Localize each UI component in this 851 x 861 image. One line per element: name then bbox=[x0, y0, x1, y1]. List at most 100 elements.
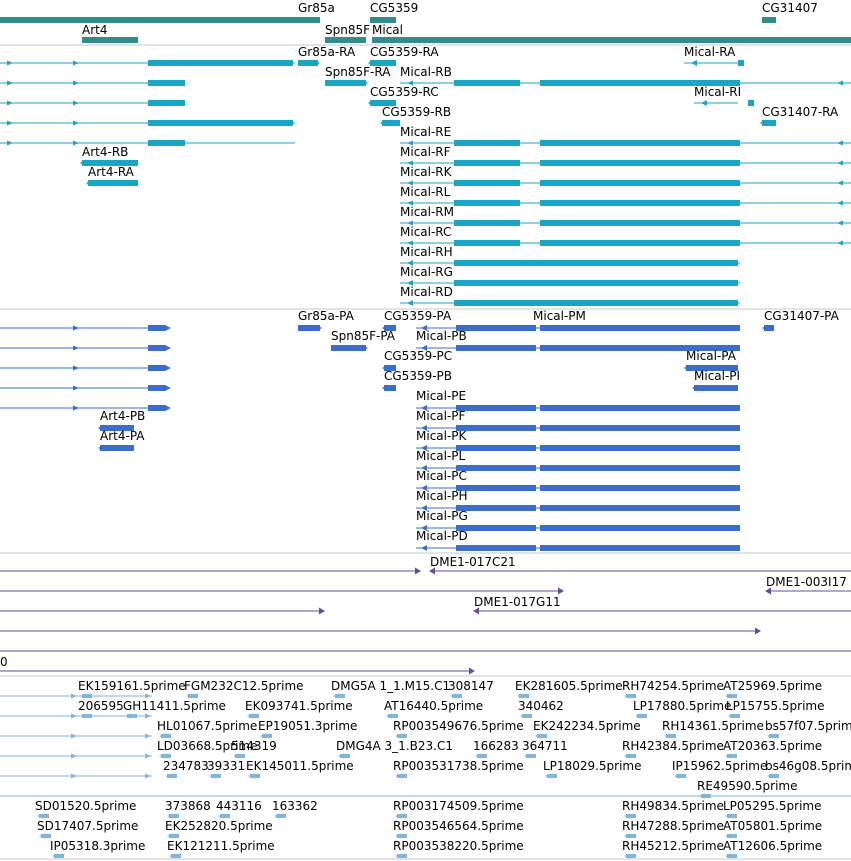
protein-feature[interactable]: Art4-PB bbox=[98, 409, 145, 432]
gene-feature[interactable]: CG5359 bbox=[370, 1, 418, 23]
gene-bar[interactable] bbox=[372, 37, 851, 43]
est-feature[interactable]: SD17407.5prime bbox=[37, 819, 138, 839]
est-feature[interactable]: RH45212.5prime bbox=[622, 839, 724, 859]
gene-feature[interactable]: Art4 bbox=[82, 23, 138, 43]
gene-bar[interactable] bbox=[370, 17, 396, 23]
protein-feature[interactable]: Spn85F-PA bbox=[331, 329, 396, 352]
transcript-feature[interactable]: Mical-RC bbox=[400, 225, 851, 246]
est-feature[interactable]: LD03668.5prime bbox=[157, 739, 258, 759]
protein-feature[interactable]: Mical-PI bbox=[692, 369, 740, 392]
transcript-feature[interactable]: Spn85F-RA bbox=[325, 65, 391, 87]
est-feature[interactable]: DMG4A 3_1.B23.C1 bbox=[336, 739, 453, 759]
transcript-line[interactable] bbox=[0, 120, 295, 126]
est-feature[interactable]: 308147 bbox=[448, 679, 494, 699]
est-feature[interactable]: AT16440.5prime bbox=[384, 699, 483, 719]
est-feature[interactable]: 364711 bbox=[522, 739, 568, 759]
protein-feature[interactable]: Mical-PE bbox=[416, 389, 740, 411]
clone-feature[interactable]: DME1-017C21 bbox=[429, 555, 851, 575]
est-feature[interactable]: RH49834.5prime bbox=[622, 799, 724, 819]
est-feature[interactable]: bs46g08.5prime bbox=[765, 759, 851, 779]
est-feature[interactable]: HL01067.5prime bbox=[157, 719, 257, 739]
transcript-feature[interactable]: Mical-RL bbox=[400, 185, 851, 206]
est-feature[interactable]: EK252820.5prime bbox=[165, 819, 273, 839]
protein-feature[interactable]: Gr85a-PA bbox=[298, 309, 355, 332]
clone-feature[interactable]: 0 bbox=[0, 650, 851, 669]
protein-feature[interactable]: CG5359-PB bbox=[382, 369, 452, 392]
transcript-feature[interactable]: CG5359-RC bbox=[368, 85, 439, 107]
protein-line[interactable] bbox=[0, 345, 171, 351]
est-feature[interactable]: RE49590.5prime bbox=[697, 779, 798, 799]
transcript-feature[interactable]: CG5359-RB bbox=[380, 105, 451, 127]
est-feature[interactable]: 340462 bbox=[518, 699, 564, 719]
protein-line[interactable] bbox=[0, 405, 171, 411]
transcript-feature[interactable]: Gr85a-RA bbox=[298, 45, 356, 67]
protein-feature[interactable]: CG5359-PA bbox=[382, 309, 452, 332]
protein-line[interactable] bbox=[0, 385, 171, 391]
gene-bar[interactable] bbox=[325, 37, 366, 43]
est-feature[interactable]: EK242234.5prime bbox=[533, 719, 641, 739]
est-feature[interactable]: IP15962.5prime bbox=[672, 759, 767, 779]
est-line[interactable] bbox=[0, 753, 152, 759]
transcript-feature[interactable]: CG5359-RA bbox=[368, 45, 439, 67]
transcript-feature[interactable]: Mical-RA bbox=[684, 45, 744, 66]
transcript-feature[interactable]: Mical-RE bbox=[400, 125, 851, 146]
est-feature[interactable]: AT20363.5prime bbox=[723, 739, 822, 759]
protein-feature[interactable]: Mical-PG bbox=[416, 509, 740, 531]
transcript-feature[interactable]: Mical-RI bbox=[694, 85, 754, 106]
est-feature[interactable]: AT12606.5prime bbox=[723, 839, 822, 859]
transcript-feature[interactable]: Mical-RM bbox=[400, 205, 851, 226]
est-feature[interactable]: AT25969.5prime bbox=[723, 679, 822, 699]
gene-feature[interactable]: Mical bbox=[372, 23, 851, 43]
est-feature[interactable]: 166283 bbox=[473, 739, 519, 759]
protein-feature[interactable]: Mical-PD bbox=[416, 529, 740, 551]
transcript-line[interactable] bbox=[0, 100, 185, 106]
transcript-feature[interactable]: Mical-RH bbox=[400, 245, 740, 266]
gene-feature[interactable]: Gr85a bbox=[0, 1, 335, 23]
est-feature[interactable]: DMG5A 1_1.M15.C1 bbox=[331, 679, 450, 699]
est-feature[interactable]: FGM232C12.5prime bbox=[184, 679, 304, 699]
protein-feature[interactable]: Mical-PC bbox=[416, 469, 740, 491]
est-feature[interactable]: SD01520.5prime bbox=[35, 799, 136, 819]
est-feature[interactable]: RP003549676.5prime bbox=[393, 719, 524, 739]
transcript-line[interactable] bbox=[0, 140, 295, 146]
protein-feature[interactable]: Mical-PK bbox=[416, 429, 740, 451]
protein-feature[interactable]: Mical-PM bbox=[416, 309, 740, 331]
est-feature[interactable]: GH11411.5prime bbox=[123, 699, 226, 719]
clone-line[interactable] bbox=[0, 587, 564, 595]
est-feature[interactable]: RP003531738.5prime bbox=[393, 759, 524, 779]
est-feature[interactable]: LP17880.5prime bbox=[633, 699, 732, 719]
est-line[interactable] bbox=[0, 693, 152, 699]
gene-feature[interactable]: CG31407 bbox=[762, 1, 818, 23]
est-feature[interactable]: RH14361.5prime bbox=[662, 719, 764, 739]
est-line[interactable] bbox=[0, 733, 152, 739]
protein-feature[interactable]: Mical-PA bbox=[684, 349, 738, 372]
gene-bar[interactable] bbox=[762, 17, 776, 23]
est-feature[interactable]: 39331 bbox=[207, 759, 245, 779]
protein-feature[interactable]: Mical-PH bbox=[416, 489, 740, 511]
transcript-feature[interactable]: Mical-RB bbox=[400, 65, 851, 86]
transcript-feature[interactable]: CG31407-RA bbox=[760, 105, 839, 127]
est-feature[interactable]: 373868 bbox=[165, 799, 211, 819]
clone-line[interactable] bbox=[0, 627, 761, 635]
transcript-feature[interactable]: Art4-RB bbox=[80, 145, 138, 167]
transcript-feature[interactable]: Mical-RF bbox=[400, 145, 851, 166]
protein-feature[interactable]: Mical-PB bbox=[416, 329, 740, 351]
clone-line[interactable] bbox=[0, 567, 421, 575]
protein-line[interactable] bbox=[0, 325, 171, 331]
protein-feature[interactable]: CG31407-PA bbox=[762, 309, 840, 332]
est-feature[interactable]: RH42384.5prime bbox=[622, 739, 724, 759]
transcript-line[interactable] bbox=[0, 60, 295, 66]
est-feature[interactable]: LP05295.5prime bbox=[723, 799, 822, 819]
est-feature[interactable]: RP003174509.5prime bbox=[393, 799, 524, 819]
est-feature[interactable]: bs57f07.5prime bbox=[765, 719, 851, 739]
transcript-feature[interactable]: Mical-RG bbox=[400, 265, 740, 286]
est-feature[interactable]: 514319 bbox=[231, 739, 277, 759]
est-feature[interactable]: IP05318.3prime bbox=[50, 839, 145, 859]
gene-feature[interactable]: Spn85F bbox=[325, 23, 370, 43]
est-feature[interactable]: EK145011.5prime bbox=[246, 759, 354, 779]
transcript-feature[interactable]: Art4-RA bbox=[86, 165, 138, 187]
protein-feature[interactable]: Mical-PF bbox=[416, 409, 740, 431]
transcript-line[interactable] bbox=[0, 80, 185, 86]
gene-bar[interactable] bbox=[82, 37, 138, 43]
est-feature[interactable]: EK121211.5prime bbox=[167, 839, 275, 859]
